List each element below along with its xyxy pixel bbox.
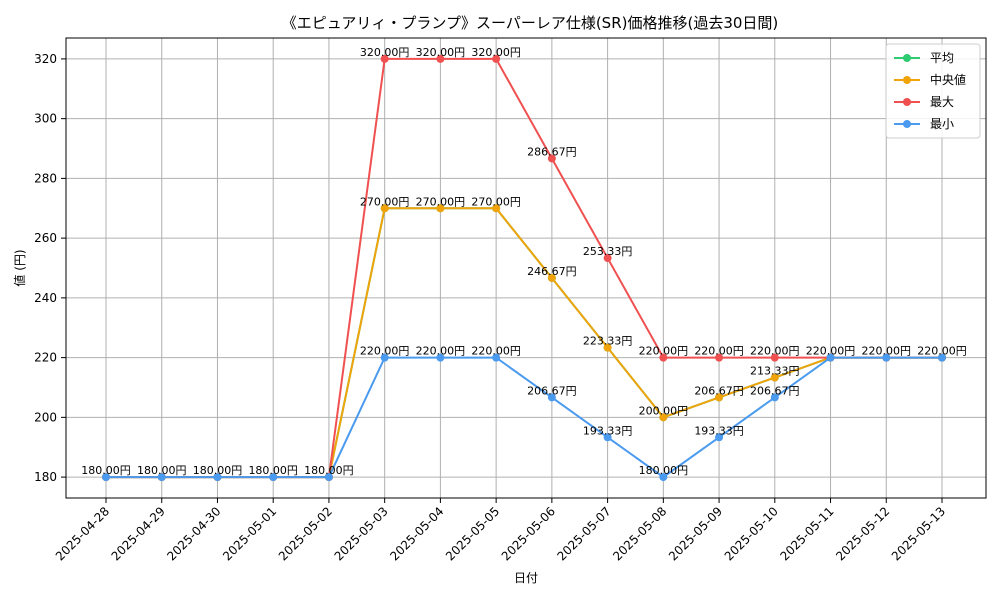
legend-swatch-marker bbox=[903, 76, 911, 84]
data-label: 320.00円 bbox=[471, 46, 521, 59]
data-label: 206.67円 bbox=[750, 384, 800, 397]
data-label: 220.00円 bbox=[639, 345, 689, 358]
legend-label: 平均 bbox=[930, 51, 954, 65]
data-point bbox=[603, 433, 612, 442]
data-point bbox=[324, 473, 333, 482]
data-label: 270.00円 bbox=[416, 195, 466, 208]
y-tick-label: 300 bbox=[34, 112, 57, 126]
data-label: 270.00円 bbox=[360, 195, 410, 208]
data-point bbox=[213, 473, 222, 482]
legend-swatch-marker bbox=[903, 120, 911, 128]
data-point bbox=[715, 433, 724, 442]
legend-box bbox=[885, 43, 981, 139]
data-point bbox=[547, 154, 556, 163]
data-label: 213.33円 bbox=[750, 365, 800, 378]
data-point bbox=[492, 54, 501, 63]
plot-frame bbox=[65, 37, 987, 499]
data-point bbox=[269, 473, 278, 482]
data-point bbox=[102, 473, 110, 482]
data-point bbox=[715, 393, 724, 402]
data-label: 320.00円 bbox=[416, 46, 466, 59]
y-tick-label: 180 bbox=[34, 470, 57, 484]
data-point bbox=[492, 204, 501, 213]
data-label: 220.00円 bbox=[917, 345, 967, 358]
series-3 bbox=[102, 353, 946, 482]
legend-swatch-marker bbox=[903, 98, 911, 106]
data-label: 286.67円 bbox=[527, 145, 577, 158]
x-axis-label: 日付 bbox=[514, 571, 538, 585]
y-tick-label: 260 bbox=[34, 231, 57, 245]
data-point bbox=[603, 254, 612, 263]
data-label: 193.33円 bbox=[694, 424, 744, 437]
y-tick-label: 200 bbox=[34, 410, 57, 424]
data-point bbox=[882, 353, 891, 362]
data-label: 320.00円 bbox=[360, 46, 410, 59]
data-point bbox=[492, 353, 501, 362]
legend-label: 中央値 bbox=[930, 72, 966, 87]
y-tick-label: 220 bbox=[34, 351, 57, 365]
data-point bbox=[380, 204, 389, 213]
data-label: 220.00円 bbox=[694, 345, 744, 358]
data-label: 246.67円 bbox=[527, 265, 577, 278]
data-label: 220.00円 bbox=[806, 345, 856, 358]
chart-title: 《エピュアリィ・プランプ》スーパーレア仕様(SR)価格推移(過去30日間) bbox=[282, 14, 779, 32]
data-point bbox=[770, 373, 779, 382]
data-point bbox=[826, 353, 835, 362]
data-label: 220.00円 bbox=[862, 345, 912, 358]
data-label: 206.67円 bbox=[694, 384, 744, 397]
data-label: 180.00円 bbox=[193, 464, 243, 477]
data-label: 220.00円 bbox=[416, 345, 466, 358]
data-label: 220.00円 bbox=[360, 345, 410, 358]
data-label: 180.00円 bbox=[639, 464, 689, 477]
data-label: 223.33円 bbox=[583, 335, 633, 348]
data-point bbox=[659, 473, 668, 482]
y-axis-label: 値 (円) bbox=[12, 249, 27, 286]
data-label: 220.00円 bbox=[471, 345, 521, 358]
data-point bbox=[436, 54, 445, 63]
data-point bbox=[547, 393, 556, 402]
data-point bbox=[715, 353, 724, 362]
data-labels: 180.00円 180.00円 180.00円 180.00円 180.00円 320.0… bbox=[81, 46, 967, 477]
y-axis: 180 200 220 240 260 280 300 320 bbox=[34, 52, 66, 484]
data-label: 270.00円 bbox=[471, 195, 521, 208]
data-label: 193.33円 bbox=[583, 424, 633, 437]
y-tick-label: 240 bbox=[34, 291, 57, 305]
legend-label: 最大 bbox=[930, 95, 954, 109]
data-point bbox=[770, 353, 779, 362]
data-label: 220.00円 bbox=[750, 345, 800, 358]
data-label: 180.00円 bbox=[81, 464, 131, 477]
data-point bbox=[603, 343, 612, 352]
data-label: 200.00円 bbox=[639, 404, 689, 417]
data-point bbox=[436, 204, 445, 213]
data-point bbox=[547, 273, 556, 282]
data-point bbox=[770, 393, 779, 402]
legend-swatch-marker bbox=[903, 54, 911, 62]
data-label: 253.33円 bbox=[583, 245, 633, 258]
data-label: 206.67円 bbox=[527, 384, 577, 397]
data-label: 180.00円 bbox=[137, 464, 187, 477]
grid-lines bbox=[66, 38, 986, 498]
data-point bbox=[436, 353, 445, 362]
series-lines bbox=[102, 54, 946, 482]
data-label: 180.00円 bbox=[304, 464, 354, 477]
data-label: 180.00円 bbox=[248, 464, 298, 477]
data-point bbox=[659, 413, 668, 422]
data-point bbox=[380, 54, 389, 63]
series-line bbox=[106, 356, 942, 479]
y-tick-label: 320 bbox=[34, 52, 57, 66]
data-point bbox=[659, 353, 668, 362]
data-point bbox=[380, 353, 389, 362]
data-point bbox=[938, 353, 946, 362]
legend-label: 最小 bbox=[930, 117, 954, 131]
data-point bbox=[157, 473, 166, 482]
y-tick-label: 280 bbox=[34, 171, 57, 185]
